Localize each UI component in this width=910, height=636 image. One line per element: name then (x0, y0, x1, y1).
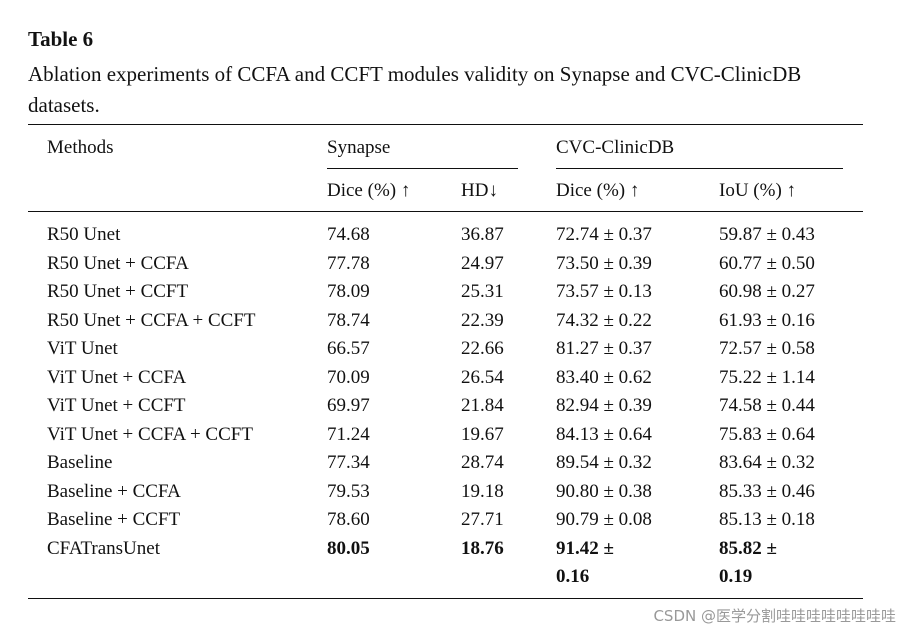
cell: 91.42 ± 0.16 (556, 537, 614, 587)
cell: 81.27 ± 0.37 (556, 338, 652, 359)
cell: 85.82 ± 0.19 (719, 537, 777, 587)
cell: 61.93 ± 0.16 (719, 309, 815, 331)
cell: 83.64 ± 0.32 (719, 452, 815, 473)
cell: 70.09 (327, 366, 370, 388)
column-header: Dice (%) ↑ (556, 180, 640, 201)
cell: 27.71 (461, 509, 504, 530)
top-rule (28, 124, 863, 125)
cell: 71.24 (327, 423, 370, 445)
row-label: ViT Unet + CCFT (47, 395, 186, 416)
cell: 75.22 ± 1.14 (719, 366, 815, 388)
cell: 24.97 (461, 252, 504, 274)
cell: 72.74 ± 0.37 (556, 224, 652, 245)
cell: 78.60 (327, 509, 370, 530)
cell: 28.74 (461, 452, 504, 473)
cell: 69.97 (327, 395, 370, 416)
cell: 78.74 (327, 309, 370, 331)
row-label: Baseline + CCFA (47, 480, 181, 502)
cell: 84.13 ± 0.64 (556, 423, 652, 445)
header-methods: Methods (47, 137, 114, 158)
column-header: IoU (%) ↑ (719, 180, 797, 201)
table-caption: Ablation experiments of CCFA and CCFT mo… (28, 62, 802, 117)
cell: 36.87 (461, 224, 504, 245)
row-label: ViT Unet + CCFA + CCFT (47, 423, 253, 445)
cell: 21.84 (461, 395, 504, 416)
cell: 82.94 ± 0.39 (556, 395, 652, 416)
row-label: ViT Unet (47, 338, 118, 359)
bottom-rule (28, 598, 863, 599)
row-label: Baseline (47, 452, 113, 473)
cell: 26.54 (461, 366, 504, 388)
cell: 66.57 (327, 338, 370, 359)
cell: 78.09 (327, 281, 370, 302)
cell: 85.13 ± 0.18 (719, 509, 815, 530)
cell: 90.80 ± 0.38 (556, 480, 652, 502)
row-label: ViT Unet + CCFA (47, 366, 187, 388)
row-label: Baseline + CCFT (47, 509, 181, 530)
cell: 90.79 ± 0.08 (556, 509, 652, 530)
cell: 73.50 ± 0.39 (556, 252, 652, 274)
row-label: R50 Unet + CCFT (47, 281, 189, 302)
cell: 59.87 ± 0.43 (719, 224, 815, 245)
cell: 80.05 (327, 537, 370, 559)
group-rule (556, 168, 843, 169)
cell: 77.34 (327, 452, 370, 473)
cell: 85.33 ± 0.46 (719, 480, 815, 502)
row-label: R50 Unet (47, 224, 121, 245)
cell: 25.31 (461, 281, 504, 302)
row-label: R50 Unet + CCFA (47, 252, 189, 274)
cell: 74.58 ± 0.44 (719, 395, 815, 416)
cell: 75.83 ± 0.64 (719, 423, 815, 445)
cell: 72.57 ± 0.58 (719, 338, 815, 359)
cell: 60.77 ± 0.50 (719, 252, 815, 274)
cell: 77.78 (327, 252, 370, 274)
header-rule (28, 211, 863, 212)
column-header: HD↓ (461, 180, 498, 201)
column-header: Dice (%) ↑ (327, 180, 411, 201)
header-group: Synapse (327, 137, 391, 158)
group-rule (327, 168, 518, 169)
cell: 60.98 ± 0.27 (719, 281, 815, 302)
cell: 83.40 ± 0.62 (556, 366, 652, 388)
cell: 22.39 (461, 309, 504, 331)
cell: 73.57 ± 0.13 (556, 281, 652, 302)
header-group: CVC-ClinicDB (556, 137, 675, 158)
cell: 74.68 (327, 224, 370, 245)
row-label: R50 Unet + CCFA + CCFT (47, 309, 256, 331)
table-title: Table 6 (28, 27, 94, 51)
cell: 19.18 (461, 480, 504, 502)
cell: 18.76 (461, 537, 504, 559)
watermark: CSDN @医学分割哇哇哇哇哇哇哇哇 (653, 607, 896, 625)
cell: 19.67 (461, 423, 504, 445)
cell: 74.32 ± 0.22 (556, 309, 652, 331)
row-label: CFATransUnet (47, 537, 160, 559)
cell: 79.53 (327, 480, 370, 502)
cell: 89.54 ± 0.32 (556, 452, 652, 473)
cell: 22.66 (461, 338, 504, 359)
